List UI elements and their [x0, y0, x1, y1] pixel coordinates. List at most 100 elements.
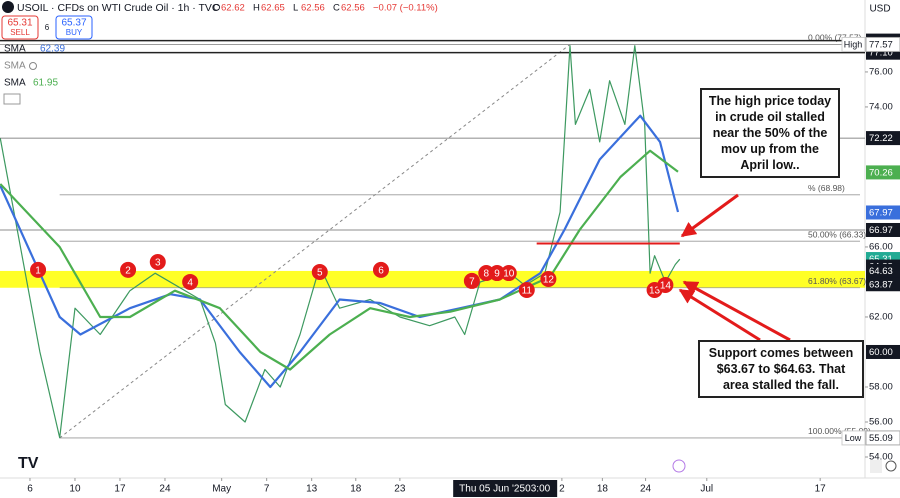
x-tick-label: 24: [159, 484, 171, 495]
tv-logo: TV: [18, 455, 39, 472]
price-tag-label: 67.97: [869, 207, 893, 218]
annotation-box: The high price today in crude oil stalle…: [700, 88, 840, 178]
marker: [540, 270, 557, 287]
x-tick-label: 23: [394, 484, 406, 495]
marker: [30, 261, 47, 278]
x-tick-label: 18: [350, 484, 362, 495]
marker-label: 11: [522, 286, 533, 297]
sell-button[interactable]: [1, 15, 39, 40]
ohlc-value: 62.56: [341, 3, 365, 14]
sell-price: 65.31: [7, 18, 32, 29]
high-price-tag: [865, 36, 900, 52]
high-tag: High: [844, 39, 863, 49]
y-tick-label: 74.00: [869, 101, 893, 112]
low-tag: Low: [845, 433, 862, 443]
marker-label: 6: [378, 266, 384, 277]
ohlc-change: −0.07 (−0.11%): [373, 3, 438, 14]
y-tick-label: 58.00: [869, 382, 893, 393]
header-bg: [0, 0, 330, 14]
plot-area: [0, 0, 865, 478]
marker-label: 8: [483, 269, 489, 280]
marker-label: 1: [35, 266, 41, 277]
arrow: [682, 280, 791, 342]
price-tag-label: 77.10: [869, 48, 893, 59]
marker-label: 7: [469, 277, 475, 288]
marker-label: 3: [155, 258, 161, 269]
ohlc-value: 62.62: [221, 3, 245, 14]
price-line: [0, 45, 681, 439]
symbol: USOIL · CFDs on WTI Crude Oil · 1h · TVC: [17, 2, 220, 14]
fib-label: 61.80% (63.67): [808, 276, 866, 286]
marker-label: 12: [543, 275, 555, 286]
x-tick-label: 13: [306, 484, 318, 495]
currency: USD: [869, 4, 890, 15]
ohlc-label: L: [293, 3, 298, 14]
marker: [489, 265, 506, 282]
high-price-label: 77.57: [869, 39, 893, 50]
marker: [372, 261, 389, 278]
buy-button[interactable]: [55, 15, 93, 40]
x-tick-label: May: [212, 484, 231, 495]
sma-line: [0, 149, 679, 371]
marker-label: 5: [317, 268, 323, 279]
marker-label: 13: [649, 286, 661, 297]
x-tick-label: 17: [815, 484, 827, 495]
indicator-label: SMA: [4, 44, 26, 55]
fib-label: 0.00% (77.57): [808, 33, 862, 43]
x-tick-label: 2: [559, 484, 565, 495]
low-tag-box: [841, 430, 866, 446]
x-tick-label: 24: [640, 484, 652, 495]
eye-icon[interactable]: [29, 62, 37, 70]
marker: [518, 282, 535, 299]
x-tick-label: 6: [27, 484, 33, 495]
y-tick-label: 56.00: [869, 417, 893, 428]
ohlc-label: O: [213, 3, 220, 14]
price-tag: [866, 344, 900, 359]
price-tag-label: 63.87: [869, 279, 893, 290]
high-tag-box: [841, 36, 866, 52]
marker-label: 14: [660, 281, 672, 292]
marker-label: 2: [125, 266, 131, 277]
y-tick-label: 66.00: [869, 241, 893, 252]
marker: [463, 272, 480, 289]
collapse-button[interactable]: [3, 93, 21, 105]
price-tag-label: 72.22: [869, 133, 893, 144]
x-tick-label: 10: [69, 484, 81, 495]
indicator-label: SMA: [4, 61, 26, 72]
indicator-label: SMA: [4, 78, 26, 89]
marker: [120, 261, 137, 278]
ohlc-value: 62.56: [301, 3, 325, 14]
x-tick-label: Jul: [700, 484, 713, 495]
y-tick-label: 62.00: [869, 311, 893, 322]
fib-label: 100.00% (55.09): [808, 426, 871, 436]
marker: [182, 273, 199, 290]
indicator-value: 62.39: [40, 44, 65, 55]
symbol-logo: [2, 1, 14, 13]
x-tick-label: 17: [114, 484, 126, 495]
low-price-tag: [865, 430, 900, 446]
y-tick-label: 76.00: [869, 66, 893, 77]
low-price-label: 55.09: [869, 433, 893, 444]
price-tag: [866, 165, 900, 180]
price-tag: [866, 277, 900, 292]
arrow: [678, 288, 761, 342]
price-tag-label: 65.31: [869, 254, 893, 265]
auto-button[interactable]: [870, 460, 882, 473]
ohlc-label: H: [253, 3, 260, 14]
crosshair-date-box: [453, 480, 558, 497]
marker: [149, 254, 166, 271]
settings-button[interactable]: [885, 460, 897, 472]
ohlc-value: 62.65: [261, 3, 285, 14]
sell-label: SELL: [10, 28, 30, 37]
support-zone: [0, 270, 865, 288]
price-tag: [866, 263, 900, 278]
marker: [500, 265, 517, 282]
marker-label: 10: [503, 269, 515, 280]
spread: 6: [45, 23, 50, 32]
marker: [657, 276, 674, 293]
crosshair-time: 03:00: [525, 484, 550, 495]
marker-label: 9: [494, 269, 500, 280]
buy-price: 65.37: [61, 18, 86, 29]
x-tick-label: 18: [597, 484, 609, 495]
